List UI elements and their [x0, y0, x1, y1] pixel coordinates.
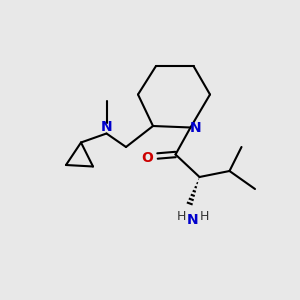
Text: O: O [141, 151, 153, 164]
Text: N: N [190, 121, 202, 135]
Text: H: H [177, 209, 186, 223]
Text: N: N [187, 213, 198, 226]
Text: H: H [199, 209, 209, 223]
Text: N: N [101, 120, 112, 134]
